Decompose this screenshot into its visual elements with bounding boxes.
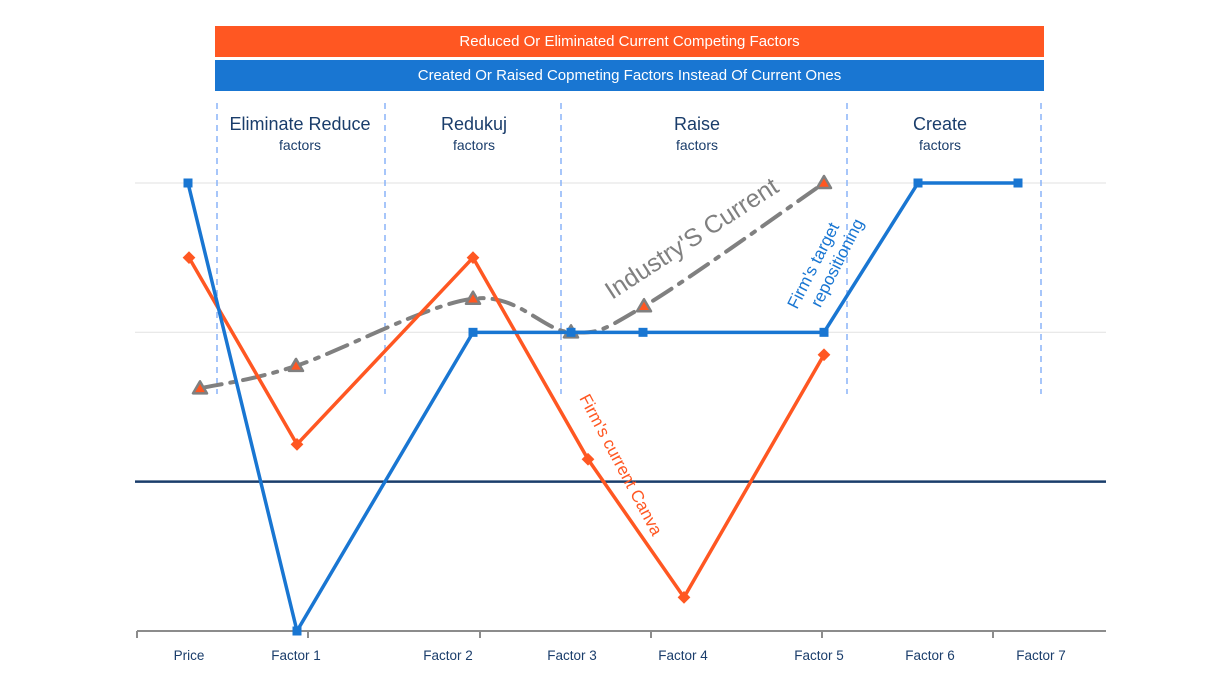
data-point-industry-current [815, 174, 833, 190]
category-title: Redukuj [440, 114, 508, 134]
x-tick-label: Factor 3 [547, 648, 597, 663]
data-point-firm-target [913, 178, 923, 188]
x-tick-label: Factor 2 [423, 648, 473, 663]
data-point-firm-target [819, 327, 829, 337]
x-tick-label: Factor 4 [658, 648, 708, 663]
category-subtitle: factors [452, 137, 496, 153]
category-create: Create factors [913, 113, 967, 155]
category-subtitle: factors [675, 137, 718, 153]
category-title: Raise [673, 114, 721, 134]
category-title: Create [912, 114, 968, 134]
data-point-industry-current [635, 297, 653, 313]
data-point-firm-target [566, 327, 576, 337]
reduced-factors-banner-text: Reduced Or Eliminated Current Competing … [459, 33, 800, 50]
data-point-firm-target [183, 178, 193, 188]
x-tick-label: Factor 6 [905, 648, 955, 663]
annotation-industry-current: Industry'S Current [600, 172, 784, 305]
data-point-industry-current [191, 380, 209, 395]
data-point-firm-target [468, 327, 478, 337]
category-redukuj: Redukuj factors [441, 113, 507, 155]
x-tick-label: Factor 1 [271, 648, 321, 663]
x-tick-label: Price [174, 648, 205, 663]
annotation-firm-current: Firm's current Canva [575, 391, 666, 539]
category-raise: Raise factors [674, 113, 720, 155]
created-factors-banner-text: Created Or Raised Copmeting Factors Inst… [417, 67, 842, 84]
series-line-firm-current [187, 255, 826, 600]
category-title: Eliminate Reduce [229, 114, 371, 134]
annotation-firm-target: Firm's target repositioning [784, 207, 868, 321]
reduced-factors-banner: Reduced Or Eliminated Current Competing … [215, 26, 1044, 57]
category-eliminate-reduce: Eliminate Reduce factors [229, 113, 370, 155]
data-point-industry-current [287, 357, 305, 373]
data-point-firm-target [638, 327, 648, 337]
created-factors-banner: Created Or Raised Copmeting Factors Inst… [215, 60, 1044, 91]
category-subtitle: factors [278, 137, 322, 153]
data-point-industry-current [464, 290, 482, 305]
x-tick-label: Factor 5 [794, 648, 844, 663]
category-subtitle: factors [918, 137, 961, 153]
x-tick-label: Factor 7 [1016, 648, 1066, 663]
data-point-firm-target [1013, 178, 1023, 188]
series-line-firm-target [186, 181, 1018, 633]
data-point-firm-target [292, 626, 302, 636]
data-point-firm-current [290, 437, 304, 451]
